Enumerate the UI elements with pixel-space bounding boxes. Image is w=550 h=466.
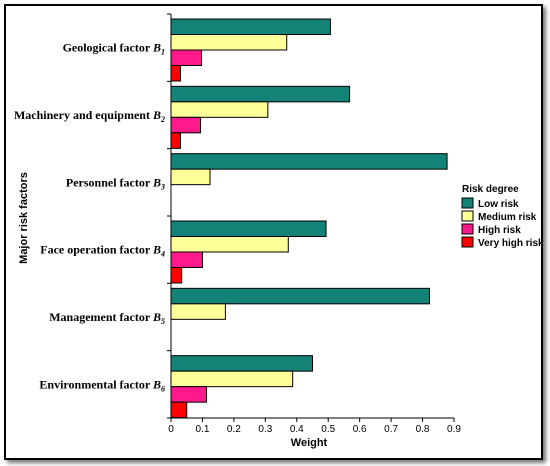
y-axis-label: Major risk factors [18,172,30,264]
bar-very-high-risk-1 [170,65,181,82]
category-labels: Geological factor B1 Machinery and equipm… [14,41,165,394]
bar-medium-risk-2 [170,101,269,118]
bar-medium-risk-6 [170,370,294,388]
category-label: Machinery and equipment B2 [14,108,165,124]
legend: Risk degree Low risk Medium risk High risk… [461,184,544,249]
axes-layer: 0 0.1 0.2 0.3 0.4 0.5 0.6 0.7 0.8 0.9 [167,13,461,435]
bar-very-high-risk-2 [170,132,181,149]
legend-swatch [461,223,474,235]
bar-very-high-risk-4 [170,267,183,284]
bar-medium-risk-1 [170,34,288,51]
x-tick-label: 0.9 [447,424,461,435]
x-tick-label: 0.1 [195,424,209,435]
bar-low-risk-5 [170,287,430,305]
bar-medium-risk-4 [170,236,289,253]
bar-low-risk-3 [170,153,448,170]
category-label: Personnel factor B3 [66,175,165,191]
x-tick-label: 0.8 [416,424,430,435]
legend-label: High risk [478,225,521,236]
bar-low-risk-6 [170,355,313,372]
x-tick-label: 0.3 [258,424,272,435]
legend-swatch [461,236,474,248]
x-tick-label: 0.5 [321,424,335,435]
bar-high-risk-6 [170,386,208,403]
legend-swatch [461,197,474,209]
bar-medium-risk-3 [170,168,211,186]
x-axis-label: Weight [291,437,328,449]
x-tick-label: 0.7 [384,424,398,435]
bar-high-risk-1 [170,49,203,66]
legend-swatch [461,210,474,222]
legend-label: Medium risk [478,212,537,223]
bar-very-high-risk-6 [170,401,188,419]
category-label: Geological factor B1 [63,41,165,57]
x-tick-label: 0.4 [290,424,304,435]
bars-layer [170,18,448,419]
category-label: Management factor B5 [49,310,165,326]
category-label: Environmental factor B6 [39,377,165,393]
x-tick-label: 0.2 [227,424,241,435]
category-label: Face operation factor B4 [40,243,165,259]
x-tick-label: 0.6 [353,424,367,435]
legend-label: Low risk [478,199,519,210]
bar-high-risk-2 [170,116,202,134]
x-tick-label: 0 [168,424,174,435]
bar-low-risk-2 [170,85,351,103]
bar-high-risk-4 [170,251,203,268]
bar-low-risk-1 [170,18,331,35]
bar-medium-risk-5 [170,303,226,320]
legend-label: Very high risk [478,238,544,249]
bar-low-risk-4 [170,220,327,237]
legend-title: Risk degree [462,184,519,195]
